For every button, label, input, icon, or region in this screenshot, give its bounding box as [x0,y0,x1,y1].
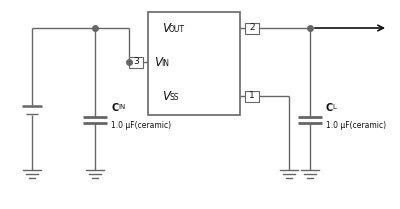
Text: C: C [111,103,118,113]
Text: V: V [162,89,170,102]
Text: V: V [154,56,162,69]
Text: V: V [162,22,170,34]
Bar [245,90,259,102]
Bar [129,56,143,68]
Bar [148,12,240,115]
Text: SS: SS [169,93,178,102]
Text: IN: IN [161,60,169,69]
Text: 1.0 μF(ceramic): 1.0 μF(ceramic) [111,121,171,130]
Text: C: C [326,103,333,113]
Text: 1: 1 [249,92,255,101]
Text: 3: 3 [133,57,139,66]
Text: 2: 2 [249,23,255,33]
Text: IN: IN [118,104,125,110]
Text: L: L [332,104,336,110]
Text: 1.0 μF(ceramic): 1.0 μF(ceramic) [326,121,386,130]
Text: OUT: OUT [169,25,185,34]
Bar [245,23,259,33]
